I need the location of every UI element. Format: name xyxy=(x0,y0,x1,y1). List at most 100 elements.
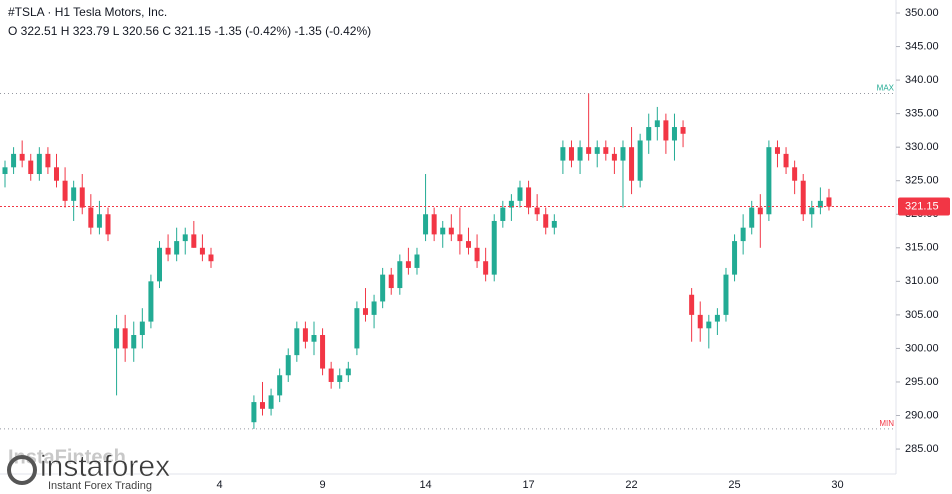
chart-title: #TSLA · H1 Tesla Motors, Inc. xyxy=(8,5,167,19)
candle-body xyxy=(508,200,514,208)
candle-body xyxy=(191,234,197,248)
x-tick-label: 14 xyxy=(419,479,431,491)
candle-body xyxy=(543,214,549,228)
x-tick-label: 9 xyxy=(320,479,326,491)
candle-body xyxy=(620,147,626,161)
candle-body xyxy=(448,227,454,235)
candle-body xyxy=(2,167,8,175)
candle-body xyxy=(431,214,437,235)
candle-body xyxy=(749,207,755,228)
y-tick-label: 335.00 xyxy=(905,108,939,120)
candle-body xyxy=(28,160,34,175)
candle-body xyxy=(362,308,368,315)
watermark-faint: InstaFintech xyxy=(8,446,126,468)
candle-body xyxy=(208,254,214,262)
candle-body xyxy=(611,153,617,161)
candle-body xyxy=(560,147,566,161)
y-tick-label: 350.00 xyxy=(905,7,939,19)
candle-body xyxy=(689,294,695,315)
candle-body xyxy=(766,147,772,215)
candle-body xyxy=(71,187,77,201)
candle-body xyxy=(440,227,446,235)
candle-body xyxy=(474,247,480,262)
candle-body xyxy=(671,127,677,141)
candle-body xyxy=(148,281,154,322)
candle-body xyxy=(139,321,145,336)
candle-body xyxy=(637,140,643,181)
y-tick-label: 325.00 xyxy=(905,175,939,187)
candle-body xyxy=(277,375,283,396)
candle-body xyxy=(294,328,300,356)
candle-body xyxy=(817,200,823,208)
y-tick-label: 295.00 xyxy=(905,376,939,388)
candle-body xyxy=(11,153,17,168)
candle-body xyxy=(526,187,532,208)
candle-body xyxy=(182,234,188,242)
candle-body xyxy=(105,214,111,235)
candle-body xyxy=(122,328,128,349)
candle-body xyxy=(302,328,308,342)
y-tick-label: 310.00 xyxy=(905,275,939,287)
candle-body xyxy=(757,207,763,215)
candle-body xyxy=(783,153,789,168)
candle-body xyxy=(88,207,94,228)
candle-body xyxy=(19,153,25,161)
candle-body xyxy=(800,180,806,215)
candle-body xyxy=(714,314,720,322)
y-tick-label: 285.00 xyxy=(905,443,939,455)
candle-body xyxy=(483,261,489,275)
candle-body xyxy=(320,335,326,369)
candle-body xyxy=(594,147,600,154)
logo-icon xyxy=(7,455,37,485)
candle-body xyxy=(774,147,780,154)
y-tick-label: 305.00 xyxy=(905,309,939,321)
candle-body xyxy=(577,147,583,161)
candle-body xyxy=(405,261,411,268)
logo-text: instaforex xyxy=(40,450,170,483)
candle-body xyxy=(311,335,317,342)
last-price-box xyxy=(898,197,950,216)
y-tick-label: 290.00 xyxy=(905,409,939,421)
candle-body xyxy=(654,120,660,128)
candle-body xyxy=(131,335,137,349)
x-tick-label: 25 xyxy=(728,479,740,491)
candle-body xyxy=(388,274,394,289)
candle-body xyxy=(465,241,471,248)
min-line-label: MIN xyxy=(879,419,894,428)
ohlc-legend: O 322.51 H 323.79 L 320.56 C 321.15 -1.3… xyxy=(8,24,371,38)
candle-body xyxy=(36,153,42,175)
x-tick-label: 17 xyxy=(522,479,534,491)
candle-body xyxy=(646,127,652,141)
candle-body xyxy=(328,368,334,382)
candle-body xyxy=(603,147,609,154)
candle-body xyxy=(285,355,291,376)
candle-body xyxy=(491,220,497,275)
candle-body xyxy=(397,261,403,289)
candle-body xyxy=(680,127,686,134)
candle-body xyxy=(199,247,205,255)
candle-body xyxy=(371,301,377,315)
y-tick-label: 345.00 xyxy=(905,40,939,52)
max-line-label: MAX xyxy=(877,84,895,93)
candle-body xyxy=(96,214,102,228)
candle-body xyxy=(174,241,180,255)
candle-body xyxy=(62,180,68,201)
last-price-label: 321.15 xyxy=(905,200,939,212)
candle-body xyxy=(156,247,162,282)
y-tick-label: 340.00 xyxy=(905,74,939,86)
candle-body xyxy=(697,314,703,329)
candle-body xyxy=(586,147,592,154)
candle-body xyxy=(568,147,574,161)
candle-body xyxy=(354,308,360,349)
x-tick-label: 4 xyxy=(217,479,223,491)
candle-body xyxy=(500,207,506,221)
y-tick-label: 330.00 xyxy=(905,141,939,153)
candle-body xyxy=(268,395,274,409)
candle-body xyxy=(792,167,798,181)
candle-body xyxy=(165,247,171,255)
candle-body xyxy=(337,375,343,382)
candle-body xyxy=(79,187,85,208)
candle-body xyxy=(45,153,51,168)
x-tick-label: 30 xyxy=(831,479,843,491)
